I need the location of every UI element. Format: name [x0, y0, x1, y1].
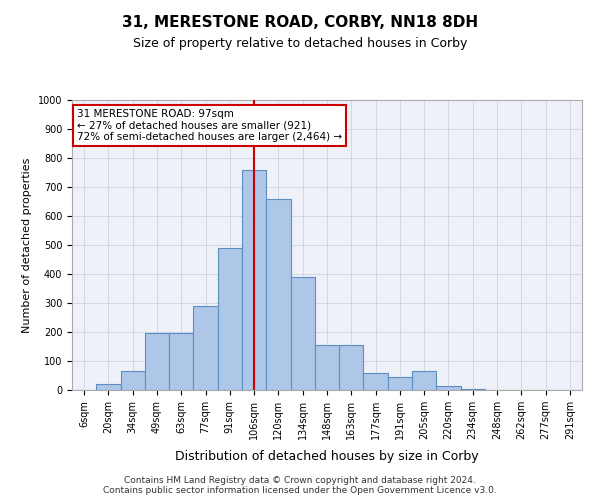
Bar	[218, 248, 242, 390]
Text: Contains HM Land Registry data © Crown copyright and database right 2024.
Contai: Contains HM Land Registry data © Crown c…	[103, 476, 497, 495]
Bar	[121, 371, 145, 390]
Text: 31 MERESTONE ROAD: 97sqm
← 27% of detached houses are smaller (921)
72% of semi-: 31 MERESTONE ROAD: 97sqm ← 27% of detach…	[77, 108, 342, 142]
Bar	[266, 198, 290, 390]
Bar	[145, 334, 169, 390]
Bar	[412, 371, 436, 390]
X-axis label: Distribution of detached houses by size in Corby: Distribution of detached houses by size …	[175, 450, 479, 464]
Bar	[364, 372, 388, 390]
Bar	[436, 386, 461, 390]
Text: 31, MERESTONE ROAD, CORBY, NN18 8DH: 31, MERESTONE ROAD, CORBY, NN18 8DH	[122, 15, 478, 30]
Bar	[290, 277, 315, 390]
Bar	[242, 170, 266, 390]
Bar	[193, 306, 218, 390]
Bar	[169, 334, 193, 390]
Bar	[315, 345, 339, 390]
Text: Size of property relative to detached houses in Corby: Size of property relative to detached ho…	[133, 38, 467, 51]
Y-axis label: Number of detached properties: Number of detached properties	[22, 158, 32, 332]
Bar	[461, 388, 485, 390]
Bar	[96, 384, 121, 390]
Bar	[388, 377, 412, 390]
Bar	[339, 345, 364, 390]
